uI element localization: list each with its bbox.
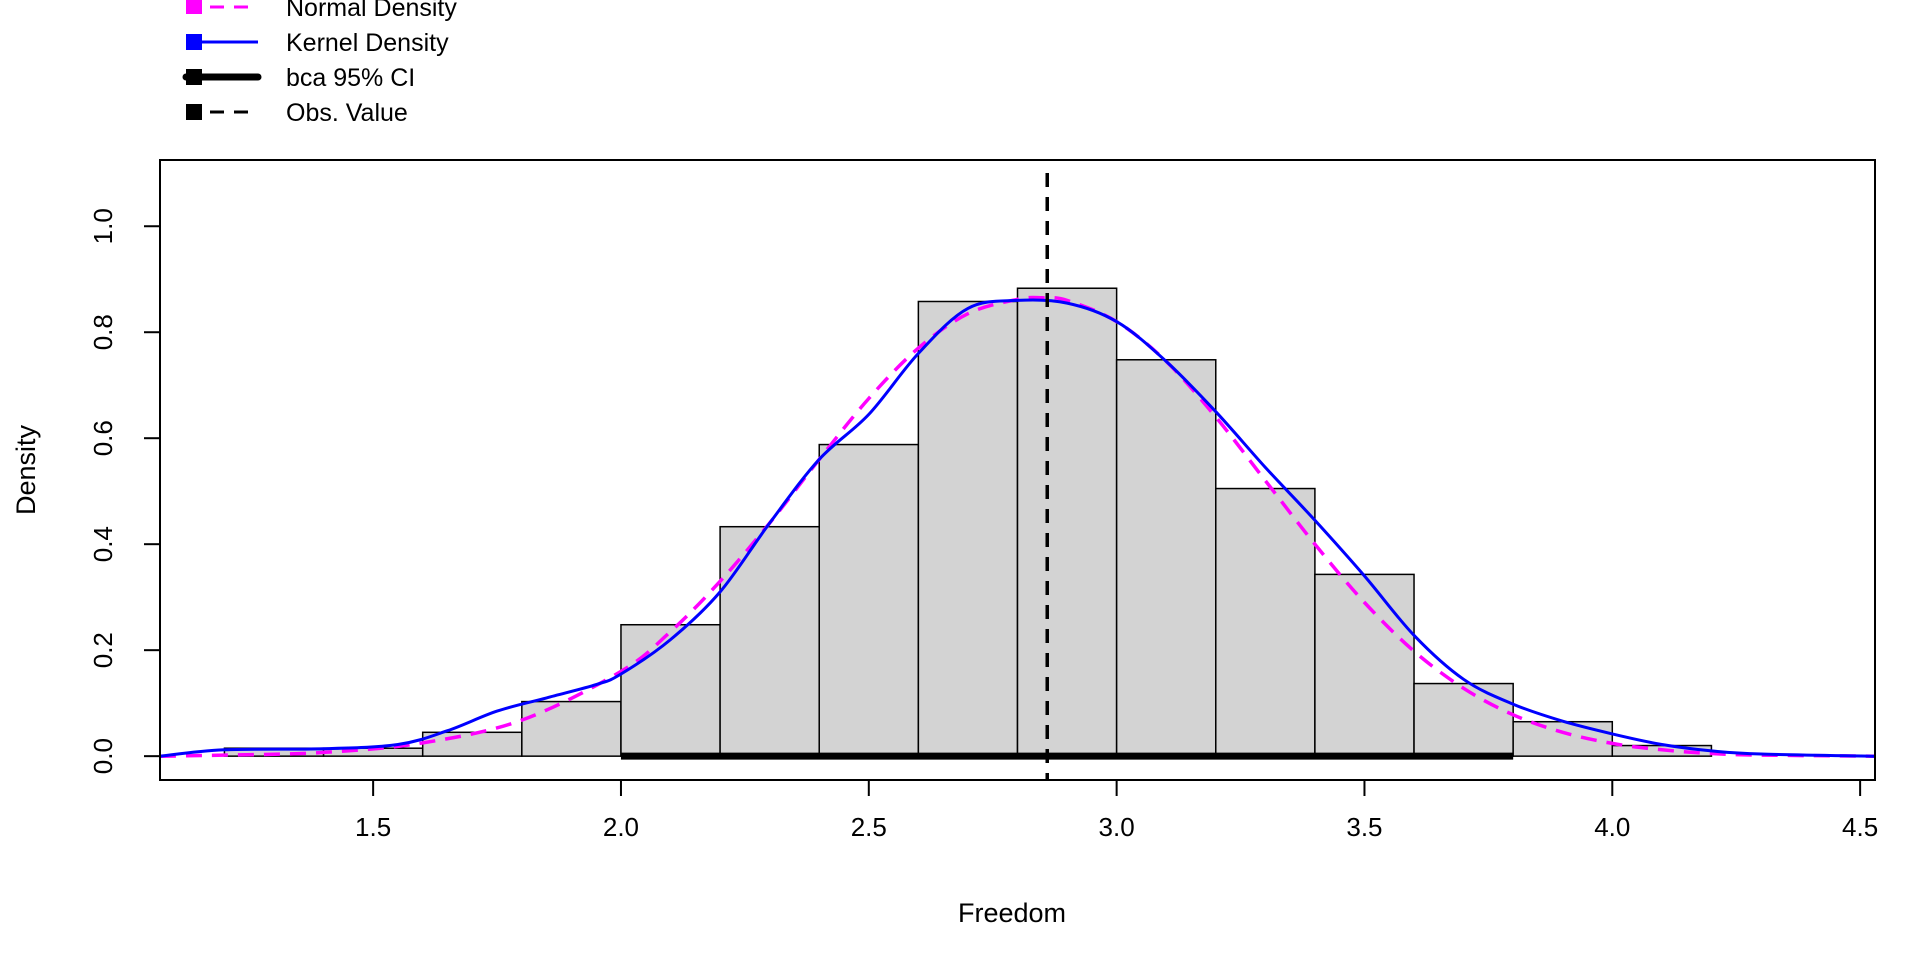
histogram-bar [818, 443, 920, 757]
histogram-bars [223, 287, 1713, 757]
histogram-bar [1016, 287, 1118, 757]
legend-label-kernel-density: Kernel Density [286, 29, 449, 57]
plot-area [159, 159, 1876, 781]
histogram-bar [1215, 487, 1316, 757]
legend-swatch-ci [186, 69, 202, 85]
x-tick-label: 1.5 [355, 812, 391, 842]
normal-density-curve [159, 295, 1876, 758]
x-tick-label: 2.0 [603, 812, 639, 842]
x-tick-label: 3.5 [1346, 812, 1382, 842]
legend-item-kernel-density: Kernel Density [186, 29, 449, 57]
histogram-bar [1413, 682, 1514, 757]
x-axis-title: Freedom [958, 898, 1066, 928]
legend-swatch-kernel [186, 34, 202, 50]
histogram-bar [421, 731, 523, 757]
legend-item-normal-density: Normal Density [186, 0, 457, 22]
legend-item-bca-ci: bca 95% CI [182, 64, 415, 92]
legend-label-normal-density: Normal Density [286, 0, 457, 22]
legend-swatch-obs [186, 104, 202, 120]
legend-label-obs-value: Obs. Value [286, 99, 408, 127]
histogram-bar [1115, 359, 1217, 757]
y-tick-label: 1.0 [88, 208, 118, 244]
legend-swatch-normal [186, 0, 202, 14]
x-tick-label: 2.5 [851, 812, 887, 842]
x-tick-label: 4.5 [1842, 812, 1878, 842]
legend-item-obs-value: Obs. Value [186, 99, 408, 127]
histogram-bar [917, 300, 1019, 757]
histogram-bar [1512, 720, 1614, 757]
y-tick-label: 0.6 [88, 420, 118, 456]
y-tick-label: 0.8 [88, 314, 118, 350]
legend-label-bca-ci: bca 95% CI [286, 64, 415, 92]
y-tick-label: 0.4 [88, 526, 118, 562]
x-axis: 1.5 2.0 2.5 3.0 3.5 4.0 4.5 [355, 779, 1878, 842]
y-axis: 0.0 0.2 0.4 0.6 0.8 1.0 [88, 208, 161, 774]
histogram-bar [521, 700, 622, 757]
y-axis-title: Density [11, 424, 41, 515]
legend: Normal Density Kernel Density bca 95% CI… [182, 0, 457, 127]
x-tick-label: 3.0 [1099, 812, 1135, 842]
histogram-bar [719, 525, 820, 757]
x-tick-label: 4.0 [1594, 812, 1630, 842]
kernel-density-curve [159, 298, 1876, 758]
y-tick-label: 0.0 [88, 738, 118, 774]
y-tick-label: 0.2 [88, 632, 118, 668]
histogram-bar [620, 623, 721, 757]
